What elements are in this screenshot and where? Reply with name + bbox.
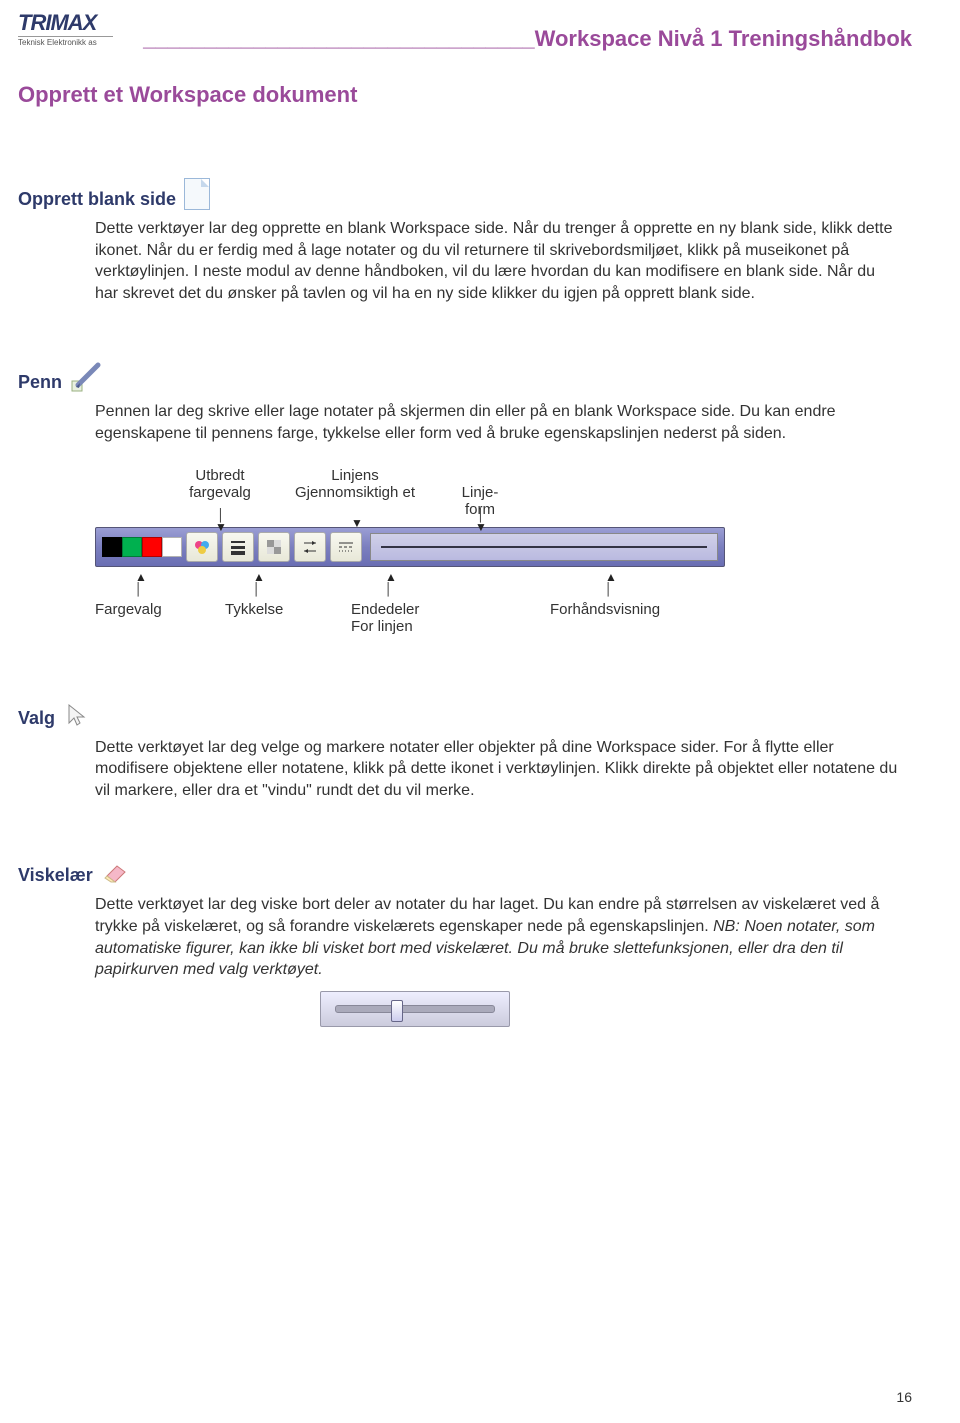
arrow-up-icon: ▲│ [605,571,617,595]
annot-linjens-label: Linjens Gjennomsiktigh et [290,467,420,501]
arrow-up-icon: ▲│ [385,571,397,595]
swatch-black[interactable] [102,537,122,557]
page-number: 16 [896,1389,912,1405]
section-title: Opprett et Workspace dokument [18,82,960,108]
annot-utbredt: Utbredt fargevalg [175,467,265,501]
subsection-penn: Penn [18,359,960,393]
eraser-size-slider[interactable] [320,991,510,1027]
swatch-white[interactable] [162,537,182,557]
subsection-valg: Valg [18,701,960,729]
swatch-red[interactable] [142,537,162,557]
penn-body: Pennen lar deg skrive eller lage notater… [95,401,900,444]
logo: TRIMAX Teknisk Elektronikk as [18,10,113,47]
color-swatch-group [102,537,182,557]
opprett-body: Dette verktøyer lar deg opprette en blan… [95,218,900,304]
annotation-row-top: Utbredt fargevalg Linjens Gjennomsiktigh… [95,467,725,527]
line-end-button[interactable] [294,532,326,562]
arrow-down-icon: ▼ [351,517,363,529]
arrow-down-icon: │▼ [475,509,487,533]
annot-forhand: Forhåndsvisning [550,601,660,618]
header-underscores: ________________________________ [143,26,535,51]
annot-linjens: Linjens Gjennomsiktigh et [290,467,420,501]
pen-icon [70,359,104,393]
penn-heading: Penn [18,372,62,393]
annotation-row-bottom: ▲│ ▲│ ▲│ ▲│ Fargevalg Tykkelse Endedeler… [95,571,725,651]
annot-utbredt-label: Utbredt fargevalg [175,467,265,501]
valg-heading: Valg [18,708,55,729]
page-header: TRIMAX Teknisk Elektronikk as __________… [0,0,960,52]
opacity-button[interactable] [258,532,290,562]
subsection-opprett: Opprett blank side [18,178,960,210]
opprett-heading: Opprett blank side [18,189,176,210]
cursor-icon [63,701,91,729]
header-title-line: ________________________________Workspac… [113,10,942,52]
logo-sub: Teknisk Elektronikk as [18,36,113,47]
arrow-up-icon: ▲│ [253,571,265,595]
viskelaer-heading: Viskelær [18,865,93,886]
annot-endedeler: Endedeler For linjen [351,601,419,635]
logo-main: TRIMAX [18,10,113,36]
valg-body: Dette verktøyet lar deg velge og markere… [95,737,900,802]
annot-tykkelse: Tykkelse [225,601,283,618]
arrow-down-icon: │▼ [215,509,227,533]
eraser-icon [101,856,131,886]
swatch-green[interactable] [122,537,142,557]
extended-color-button[interactable] [186,532,218,562]
line-style-button[interactable] [330,532,362,562]
thickness-button[interactable] [222,532,254,562]
subsection-viskelaer: Viskelær [18,856,960,886]
annot-fargevalg: Fargevalg [95,601,162,618]
property-toolbar [95,527,725,567]
arrow-up-icon: ▲│ [135,571,147,595]
toolbar-diagram: Utbredt fargevalg Linjens Gjennomsiktigh… [95,467,725,651]
line-preview [370,533,718,561]
blank-page-icon [184,178,210,210]
viskelaer-body: Dette verktøyet lar deg viske bort deler… [95,894,900,980]
header-title: Workspace Nivå 1 Treningshåndbok [535,26,912,51]
